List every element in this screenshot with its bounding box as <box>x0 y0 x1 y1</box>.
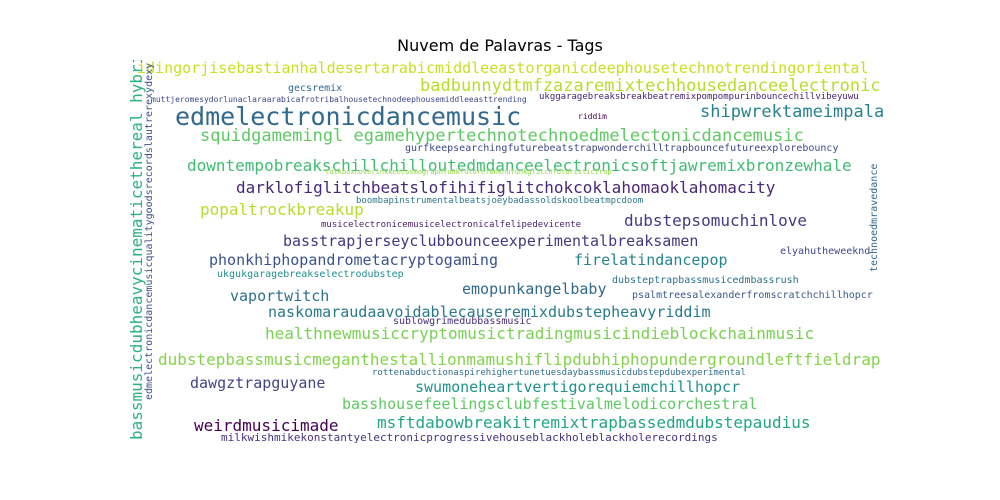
word-cloud-word: gecsremix <box>288 83 343 94</box>
word-cloud-word: muttjeromesydorlunaclaraarabicafrotribal… <box>151 95 527 104</box>
word-cloud-word: dubstepsomuchinlove <box>624 211 808 230</box>
word-cloud-word: downtempobreakschillchilloutedmdanceelec… <box>187 156 852 175</box>
word-cloud-word: idingorjisebastianhaldesertarabicmiddlee… <box>137 60 869 77</box>
word-cloud-word: darklofiglitchbeatslofihifiglitchokcokla… <box>236 178 776 197</box>
word-cloud-word: badbunnydtmfzazaremixtechhousedanceelect… <box>420 76 881 96</box>
word-cloud-word: technoedmravedance <box>869 163 880 272</box>
word-cloud-word: riddim <box>578 112 607 121</box>
word-cloud-word: elyahutheweeknd <box>780 246 871 257</box>
word-cloud-word: sublowgrimedubbassmusic <box>393 316 532 327</box>
word-cloud-word: emopunkangelbaby <box>462 280 607 298</box>
word-cloud-word: ukggaragebreaksbreakbeatremixpompompurin… <box>539 92 859 102</box>
word-cloud-word: talkboxcoverinkkeecosmographfunkfuturefu… <box>325 168 612 176</box>
word-cloud-word: psalmtreesalexanderfromscratchchillhopcr <box>632 290 873 301</box>
word-cloud-word: gurfkeepsearchingfuturebeatstrapwonderch… <box>405 143 839 154</box>
word-cloud: idingorjisebastianhaldesertarabicmiddlee… <box>125 60 900 445</box>
word-cloud-word: boombapinstrumentalbeatsjoeybadassoldsko… <box>356 196 644 206</box>
word-cloud-word: dawgztrapguyane <box>190 374 326 392</box>
word-cloud-word: musicelectronicemusicelectronicalfeliped… <box>321 220 582 230</box>
word-cloud-word: popaltrockbreakup <box>200 200 364 219</box>
word-cloud-word: dubstepbassmusicmeganthestallionmamushif… <box>158 350 881 369</box>
chart-title: Nuvem de Palavras - Tags <box>397 36 603 55</box>
word-cloud-word: rottenabductionaspirehighertunetuesdayba… <box>372 368 746 378</box>
word-cloud-word: firelatindancepop <box>574 251 728 269</box>
word-cloud-word: msftdabowbreakitremixtrapbassedmdubstepa… <box>377 413 811 432</box>
word-cloud-word: vaportwitch <box>230 287 330 305</box>
word-cloud-word: edmelectronicdancemusicqualitygoodsrecor… <box>144 62 155 400</box>
word-cloud-word: dubsteptrapbassmusicedmbassrush <box>612 275 799 286</box>
word-cloud-word: swumoneheartvertigorequiemchillhopcr <box>415 378 741 396</box>
word-cloud-word: basshousefeelingsclubfestivalmelodicorch… <box>342 395 758 413</box>
word-cloud-word: phonkhiphopandrometacryptogaming <box>209 251 498 269</box>
word-cloud-word: naskomaraudaavoidablecauseremixdubstephe… <box>268 303 711 321</box>
word-cloud-word: squidgamemingl egamehypertechnotechnoedm… <box>200 126 804 146</box>
word-cloud-word: basstrapjerseyclubbounceexperimentalbrea… <box>283 232 699 250</box>
word-cloud-word: milkwishmikekonstantyelectronicprogressi… <box>221 431 718 444</box>
word-cloud-word: shipwrektameimpala <box>700 102 885 122</box>
word-cloud-word: healthnewmusiccryptomusictradingmusicind… <box>265 324 815 343</box>
word-cloud-word: bassmusicdubheavycinematicethereal hybri… <box>127 60 146 440</box>
word-cloud-word: ukgukgaragebreakselectrodubstep <box>217 269 404 280</box>
word-cloud-word: edmelectronicdancemusic <box>175 102 522 131</box>
word-cloud-word: weirdmusicimade <box>194 416 339 435</box>
